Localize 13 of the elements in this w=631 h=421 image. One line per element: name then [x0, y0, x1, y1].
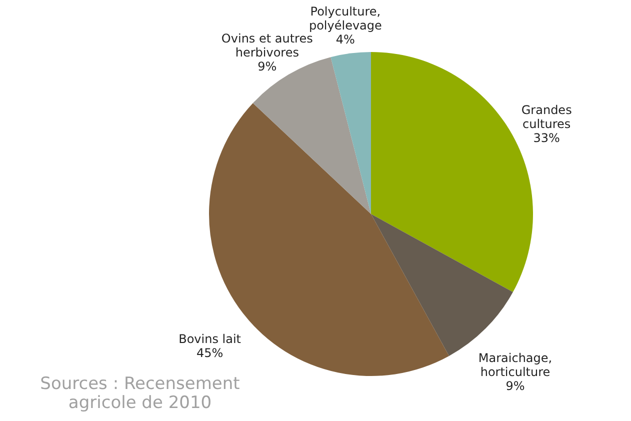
- source-note: Sources : Recensement agricole de 2010: [40, 374, 240, 413]
- slice-label: Ovins et autres herbivores: [221, 31, 313, 60]
- slice-label: Grandes cultures: [521, 103, 572, 132]
- slice-label: Bovins lait: [178, 332, 242, 346]
- data-label: 9%: [258, 59, 277, 74]
- pie-slice: [252, 57, 371, 214]
- pie-slice: [330, 52, 371, 214]
- data-label: 4%: [336, 32, 355, 47]
- slice-label: Maraichage, horticulture: [478, 351, 552, 380]
- data-label: 33%: [533, 131, 560, 146]
- data-label: 45%: [196, 346, 224, 360]
- data-label: 9%: [506, 379, 525, 394]
- slice-label: Polyculture, polyélevage: [308, 4, 382, 33]
